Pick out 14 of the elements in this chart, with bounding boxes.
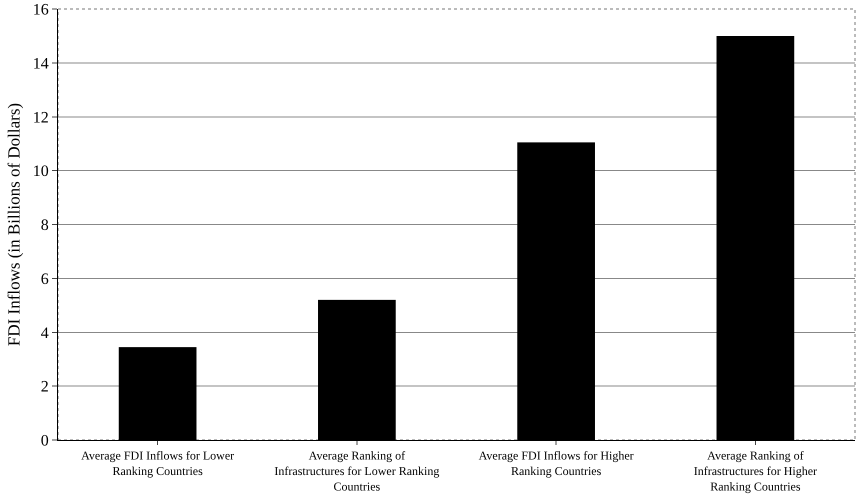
y-tick-label: 16	[32, 2, 49, 19]
y-tick-label: 14	[32, 55, 49, 72]
y-tick-label: 6	[40, 270, 49, 288]
y-tick-label: 10	[32, 163, 49, 180]
y-tick-label: 8	[40, 217, 49, 234]
y-tick-label: 2	[40, 378, 49, 396]
x-tick-label: Average FDI Inflows for Lower Ranking Countries	[81, 448, 234, 478]
y-axis-title: FDI Inflows (in Billions of Dollars)	[4, 102, 24, 346]
x-tick-label: Average FDI Inflows for Higher Ranking Countries	[478, 448, 634, 478]
x-tick-label: Average Ranking of Infrastructures for Lower Ranking Countries	[274, 448, 440, 494]
y-tick-label: 12	[32, 109, 49, 126]
y-tick-label: 4	[40, 324, 49, 342]
x-tick-label: Average Ranking of Infrastructures for Higher Ranking Countries	[694, 448, 818, 494]
y-tick-label: 0	[40, 432, 49, 450]
